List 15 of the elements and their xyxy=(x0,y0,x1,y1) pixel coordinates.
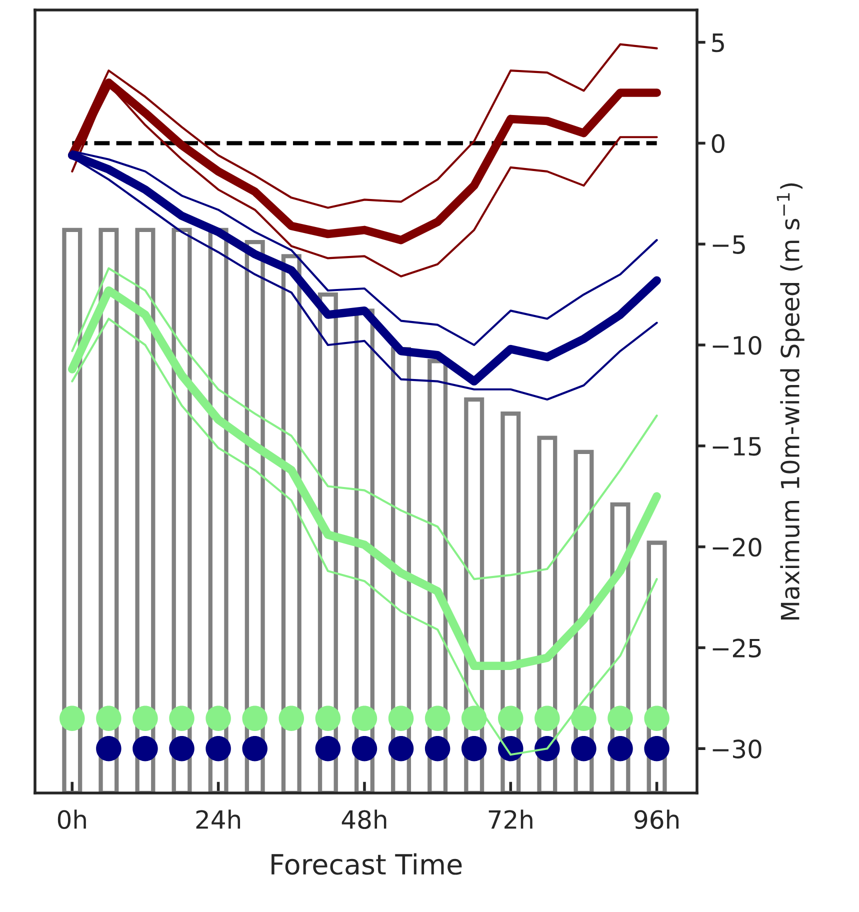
x-tick-label: 0h xyxy=(58,810,86,830)
x-tick-label: 96h xyxy=(634,810,679,830)
y-tick-label: 0 xyxy=(712,134,724,154)
y-tick-label: −25 xyxy=(712,638,761,658)
x-tick-label: 48h xyxy=(342,810,386,830)
y-tick-label: 5 xyxy=(712,34,724,52)
x-axis-title: Forecast Time xyxy=(272,853,462,875)
y-tick-label: −20 xyxy=(712,538,762,557)
y-tick-label: −10 xyxy=(712,336,762,355)
y-tick-label: −5 xyxy=(712,235,745,254)
y-tick-label: −30 xyxy=(712,740,762,758)
x-tick-label: 72h xyxy=(488,810,532,829)
y-axis-title: Maximum 10m-wind Speed (m s$^{−1}$) xyxy=(776,183,804,620)
x-tick-label: 24h xyxy=(196,810,240,829)
y-tick-label: −15 xyxy=(712,437,761,456)
